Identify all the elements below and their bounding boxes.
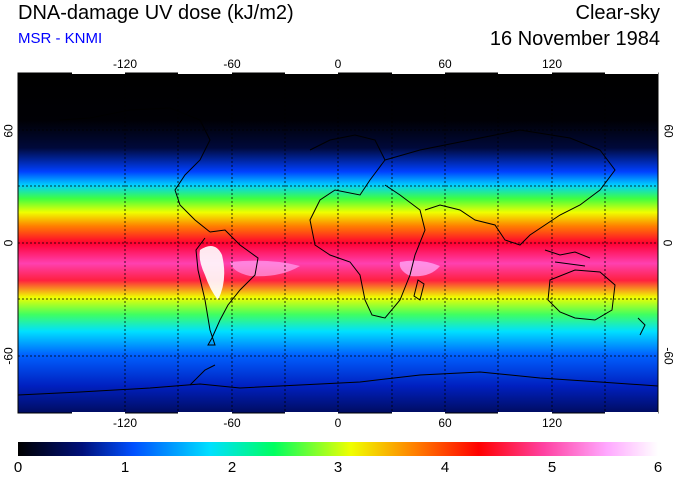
colorbar-label: 4 [440, 459, 450, 476]
lon-label-bottom: -120 [112, 416, 138, 430]
map-title: DNA-damage UV dose (kJ/m2) [18, 2, 294, 24]
lon-label-bottom: 60 [438, 416, 452, 430]
lon-label-top: 60 [438, 57, 452, 71]
lat-label-left: 0 [1, 239, 16, 247]
atlantic-high-dose [230, 260, 300, 277]
lon-label-top: -60 [223, 57, 241, 71]
coastlines [18, 107, 658, 396]
lat-label-right: -60 [661, 347, 676, 365]
lat-label-left: 60 [1, 124, 16, 138]
lat-label-left: -60 [1, 347, 16, 365]
map-date: 16 November 1984 [489, 28, 660, 50]
lon-label-top: 120 [541, 57, 563, 71]
colorbar-label: 5 [547, 459, 557, 476]
africa-high-dose [399, 260, 440, 277]
lon-label-top: 0 [334, 57, 342, 71]
colorbar-label: 1 [120, 459, 130, 476]
graticule [18, 73, 658, 413]
lon-label-bottom: -60 [223, 416, 241, 430]
lat-label-right: 60 [661, 124, 676, 138]
colorbar [18, 442, 658, 456]
frame-ticks-top [72, 71, 658, 74]
lon-label-bottom: 120 [541, 416, 563, 430]
lon-label-top: -120 [112, 57, 138, 71]
lat-label-right: 0 [660, 239, 675, 247]
colorbar-label: 2 [227, 459, 237, 476]
high-dose-patch [199, 246, 225, 300]
sky-condition: Clear-sky [575, 2, 660, 24]
lon-label-bottom: 0 [334, 416, 342, 430]
colorbar-label: 6 [653, 459, 663, 476]
colorbar-label: 0 [13, 459, 23, 476]
source-label: MSR - KNMI [18, 30, 103, 47]
frame-ticks-bottom [72, 412, 658, 415]
colorbar-label: 3 [333, 459, 343, 476]
